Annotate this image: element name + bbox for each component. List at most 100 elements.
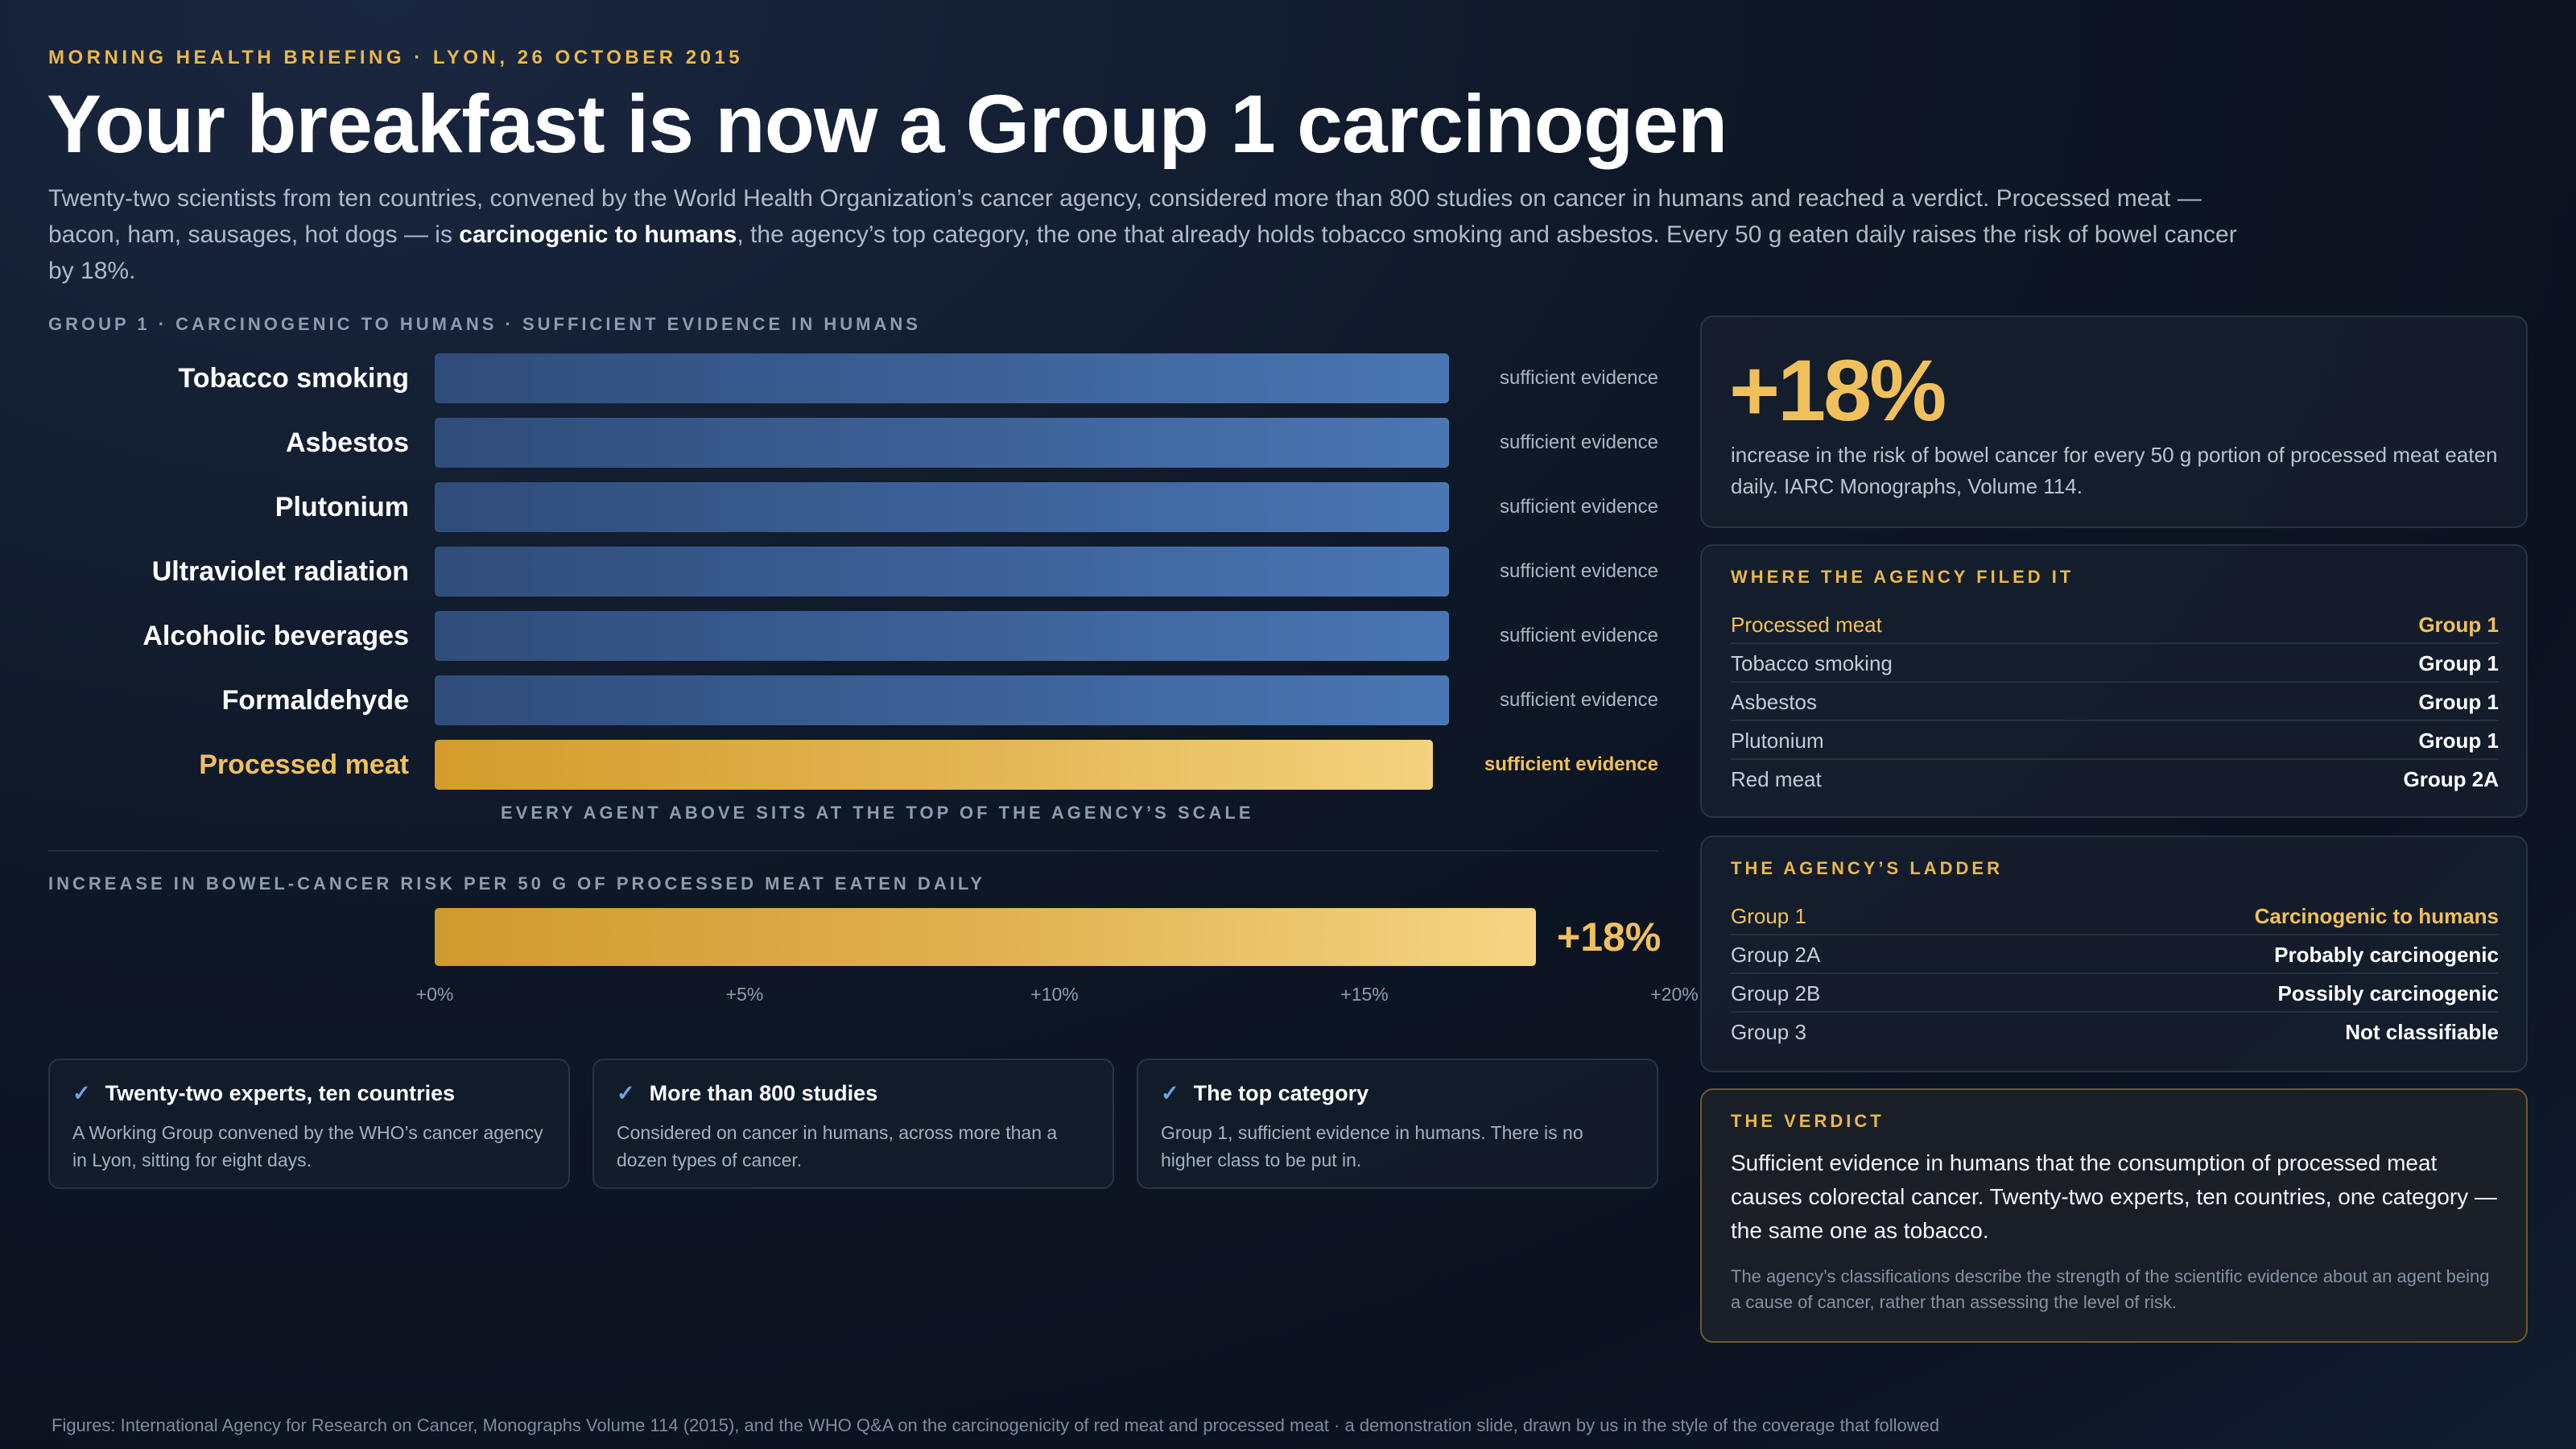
fact-title-text: More than 800 studies [649,1081,878,1105]
agent-name: Tobacco smoking [178,363,409,394]
check-icon: ✓ [1161,1081,1179,1105]
row-label: Group 2A [1731,943,1821,967]
stat-value: +18% [1729,341,1946,439]
row-value: Not classifiable [2345,1020,2499,1044]
agent-evidence-label: sufficient evidence [1484,753,1658,775]
x-axis-tick-label: +15% [1340,984,1389,1005]
row-value: Group 1 [2418,651,2499,675]
x-axis-tick-label: +20% [1650,984,1699,1005]
agent-name: Formaldehyde [221,685,409,716]
fact-text: A Working Group convened by the WHO’s ca… [72,1122,543,1170]
agent-name: Plutonium [275,492,409,522]
fact-title: ✓ The top category [1161,1081,1634,1106]
dek-text-end: , the agency’s top category, the one tha… [48,221,2237,284]
dek-text: Twenty-two scientists from ten countries… [48,185,2202,248]
row-label: Group 1 [1731,904,1806,928]
agent-bar [435,353,1449,403]
row-label: Tobacco smoking [1731,651,1893,675]
agent-evidence-label: sufficient evidence [1499,560,1658,582]
fact-title: ✓ Twenty-two experts, ten countries [72,1081,546,1106]
row-value: Group 1 [2418,613,2499,637]
agent-name: Processed meat [199,749,409,780]
row-label: Group 2B [1731,981,1821,1005]
row-label: Plutonium [1731,729,1824,753]
agent-row: Processed meat sufficient evidence [0,740,1674,790]
divider [48,850,1658,852]
ladder-table: Group 1 Carcinogenic to humans Group 2A Pro… [1731,897,2499,1051]
row-label: Red meat [1731,767,1822,791]
table-row: Group 2B Possibly carcinogenic [1731,974,2499,1013]
verdict-card-label: THE VERDICT [1731,1111,1885,1131]
table-row: Red meat Group 2A [1731,760,2499,799]
fact-card: ✓ Twenty-two experts, ten countries A Work… [48,1059,570,1189]
agent-bar [435,740,1433,790]
filed-table: Processed meat Group 1 Tobacco smoking Grou… [1731,605,2499,799]
x-axis-tick-label: +0% [415,984,454,1005]
headline: Your breakfast is now a Group 1 carcinog… [47,78,1728,170]
dek-emphasis: carcinogenic to humans [459,221,737,248]
agent-bar [435,482,1449,532]
row-value: Group 2A [2403,767,2499,791]
verdict-text: Sufficient evidence in humans that the c… [1731,1150,2497,1243]
scale-note: EVERY AGENT ABOVE SITS AT THE TOP OF THE… [501,803,1254,823]
agent-bar [435,611,1449,661]
agent-row: Tobacco smoking sufficient evidence [0,353,1674,403]
kicker: MORNING HEALTH BRIEFING · LYON, 26 OCTOB… [48,47,744,68]
filed-card-label: WHERE THE AGENCY FILED IT [1731,567,2074,587]
filed-card: WHERE THE AGENCY FILED IT Processed meat… [1700,544,2528,818]
row-value: Probably carcinogenic [2274,943,2499,967]
fact-title: ✓ More than 800 studies [617,1081,1090,1106]
group-chart-label: GROUP 1 · CARCINOGENIC TO HUMANS · SUFFI… [48,314,921,334]
risk-bar-value-label: +18% [1557,914,1662,960]
verdict-card: THE VERDICT Sufficient evidence in human… [1700,1088,2528,1343]
table-row: Group 1 Carcinogenic to humans [1731,897,2499,935]
row-value: Possibly carcinogenic [2277,981,2499,1005]
row-label: Asbestos [1731,690,1817,714]
agent-row: Plutonium sufficient evidence [0,482,1674,532]
agent-name: Asbestos [285,427,409,458]
fact-card: ✓ The top category Group 1, sufficient evi… [1137,1059,1658,1189]
agent-bar [435,418,1449,468]
x-axis-tick-label: +5% [725,984,764,1005]
risk-chart-title: INCREASE IN BOWEL-CANCER RISK PER 50 G O… [48,873,985,894]
agent-name: Alcoholic beverages [142,621,409,651]
agent-row: Asbestos sufficient evidence [0,418,1674,468]
risk-bar [435,908,1536,966]
agent-row: Alcoholic beverages sufficient evidence [0,611,1674,661]
source-footer: Figures: International Agency for Resear… [52,1415,1940,1435]
table-row: Plutonium Group 1 [1731,721,2499,760]
stat-card: +18% increase in the risk of bowel cance… [1700,316,2528,528]
agent-row: Formaldehyde sufficient evidence [0,675,1674,725]
ladder-card: THE AGENCY’S LADDER Group 1 Carcinogenic … [1700,836,2528,1072]
fact-title-text: Twenty-two experts, ten countries [105,1081,456,1105]
x-axis-tick-label: +10% [1030,984,1079,1005]
fact-title-text: The top category [1193,1081,1369,1105]
agent-evidence-label: sufficient evidence [1499,431,1658,453]
table-row: Asbestos Group 1 [1731,683,2499,721]
verdict-note: The agency’s classifications describe th… [1731,1266,2490,1312]
agent-bar [435,675,1449,725]
row-value: Group 1 [2418,729,2499,753]
agent-row: Ultraviolet radiation sufficient evidence [0,547,1674,597]
ladder-card-label: THE AGENCY’S LADDER [1731,858,2003,878]
check-icon: ✓ [617,1081,635,1105]
agent-evidence-label: sufficient evidence [1499,367,1658,389]
agent-evidence-label: sufficient evidence [1499,625,1658,646]
row-value: Group 1 [2418,690,2499,714]
stat-description: increase in the risk of bowel cancer for… [1731,443,2498,498]
agent-bar [435,547,1449,597]
row-label: Group 3 [1731,1020,1806,1044]
table-row: Group 3 Not classifiable [1731,1013,2499,1051]
agent-evidence-label: sufficient evidence [1499,689,1658,711]
table-row: Processed meat Group 1 [1731,605,2499,644]
dek: Twenty-two scientists from ten countries… [48,180,2254,289]
check-icon: ✓ [72,1081,91,1105]
fact-text: Considered on cancer in humans, across m… [617,1122,1058,1170]
row-value: Carcinogenic to humans [2254,904,2499,928]
agent-evidence-label: sufficient evidence [1499,496,1658,518]
table-row: Group 2A Probably carcinogenic [1731,935,2499,974]
fact-text: Group 1, sufficient evidence in humans. … [1161,1122,1583,1170]
table-row: Tobacco smoking Group 1 [1731,644,2499,683]
fact-card: ✓ More than 800 studies Considered on canc… [592,1059,1114,1189]
agent-name: Ultraviolet radiation [151,556,409,587]
